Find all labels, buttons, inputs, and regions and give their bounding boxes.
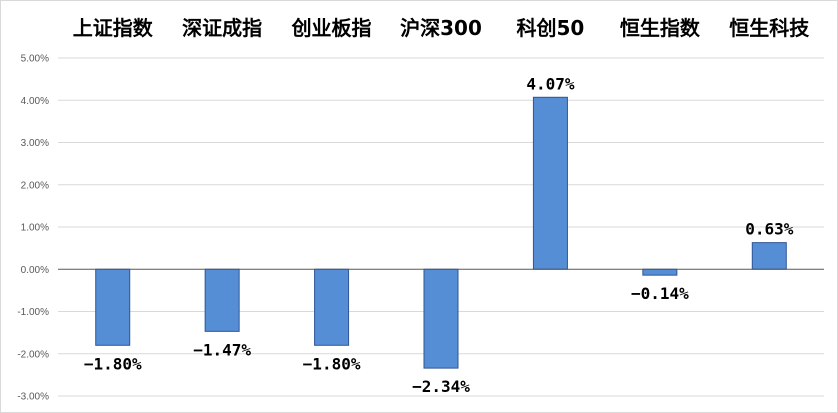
data-label: 4.07% <box>526 74 575 93</box>
category-labels: 上证指数 深证成指 创业板指 沪深300 科创50 恒生指数 恒生科技 <box>73 16 811 40</box>
data-label: −1.47% <box>193 340 251 359</box>
y-tick-label: -2.00% <box>17 349 49 360</box>
category-label: 科创50 <box>517 16 585 40</box>
bar <box>95 268 131 346</box>
y-tick-label: 3.00% <box>21 138 49 149</box>
category-label: 沪深300 <box>400 16 482 40</box>
y-tick-label: 0.00% <box>21 265 49 276</box>
bar <box>751 242 787 270</box>
category-label: 恒生指数 <box>620 16 701 40</box>
data-labels: −1.80% −1.47% −1.80% −2.34% 4.07% −0.14% 0.63% <box>84 74 794 396</box>
category-label: 创业板指 <box>291 16 372 40</box>
bar <box>314 268 350 346</box>
bar <box>532 96 568 270</box>
bars <box>95 96 787 369</box>
y-tick-label: -3.00% <box>17 392 49 403</box>
bar <box>204 268 240 332</box>
data-label: 0.63% <box>745 220 794 239</box>
y-tick-label: 4.00% <box>21 96 49 107</box>
data-label: −2.34% <box>412 377 470 396</box>
bar <box>642 268 678 276</box>
y-tick-label: 5.00% <box>21 54 49 65</box>
y-tick-label: 2.00% <box>21 180 49 191</box>
y-tick-label: 1.00% <box>21 223 49 234</box>
category-label: 上证指数 <box>73 16 154 40</box>
category-label: 恒生科技 <box>729 16 810 40</box>
category-label: 深证成指 <box>182 16 262 40</box>
data-label: −1.80% <box>303 354 361 373</box>
y-axis-tick-labels: 5.00% 4.00% 3.00% 2.00% 1.00% 0.00% -1.00% -2.0… <box>17 54 49 403</box>
data-label: −1.80% <box>84 354 142 373</box>
bar <box>423 268 459 369</box>
y-tick-label: -1.00% <box>17 307 49 318</box>
data-label: −0.14% <box>631 284 689 303</box>
